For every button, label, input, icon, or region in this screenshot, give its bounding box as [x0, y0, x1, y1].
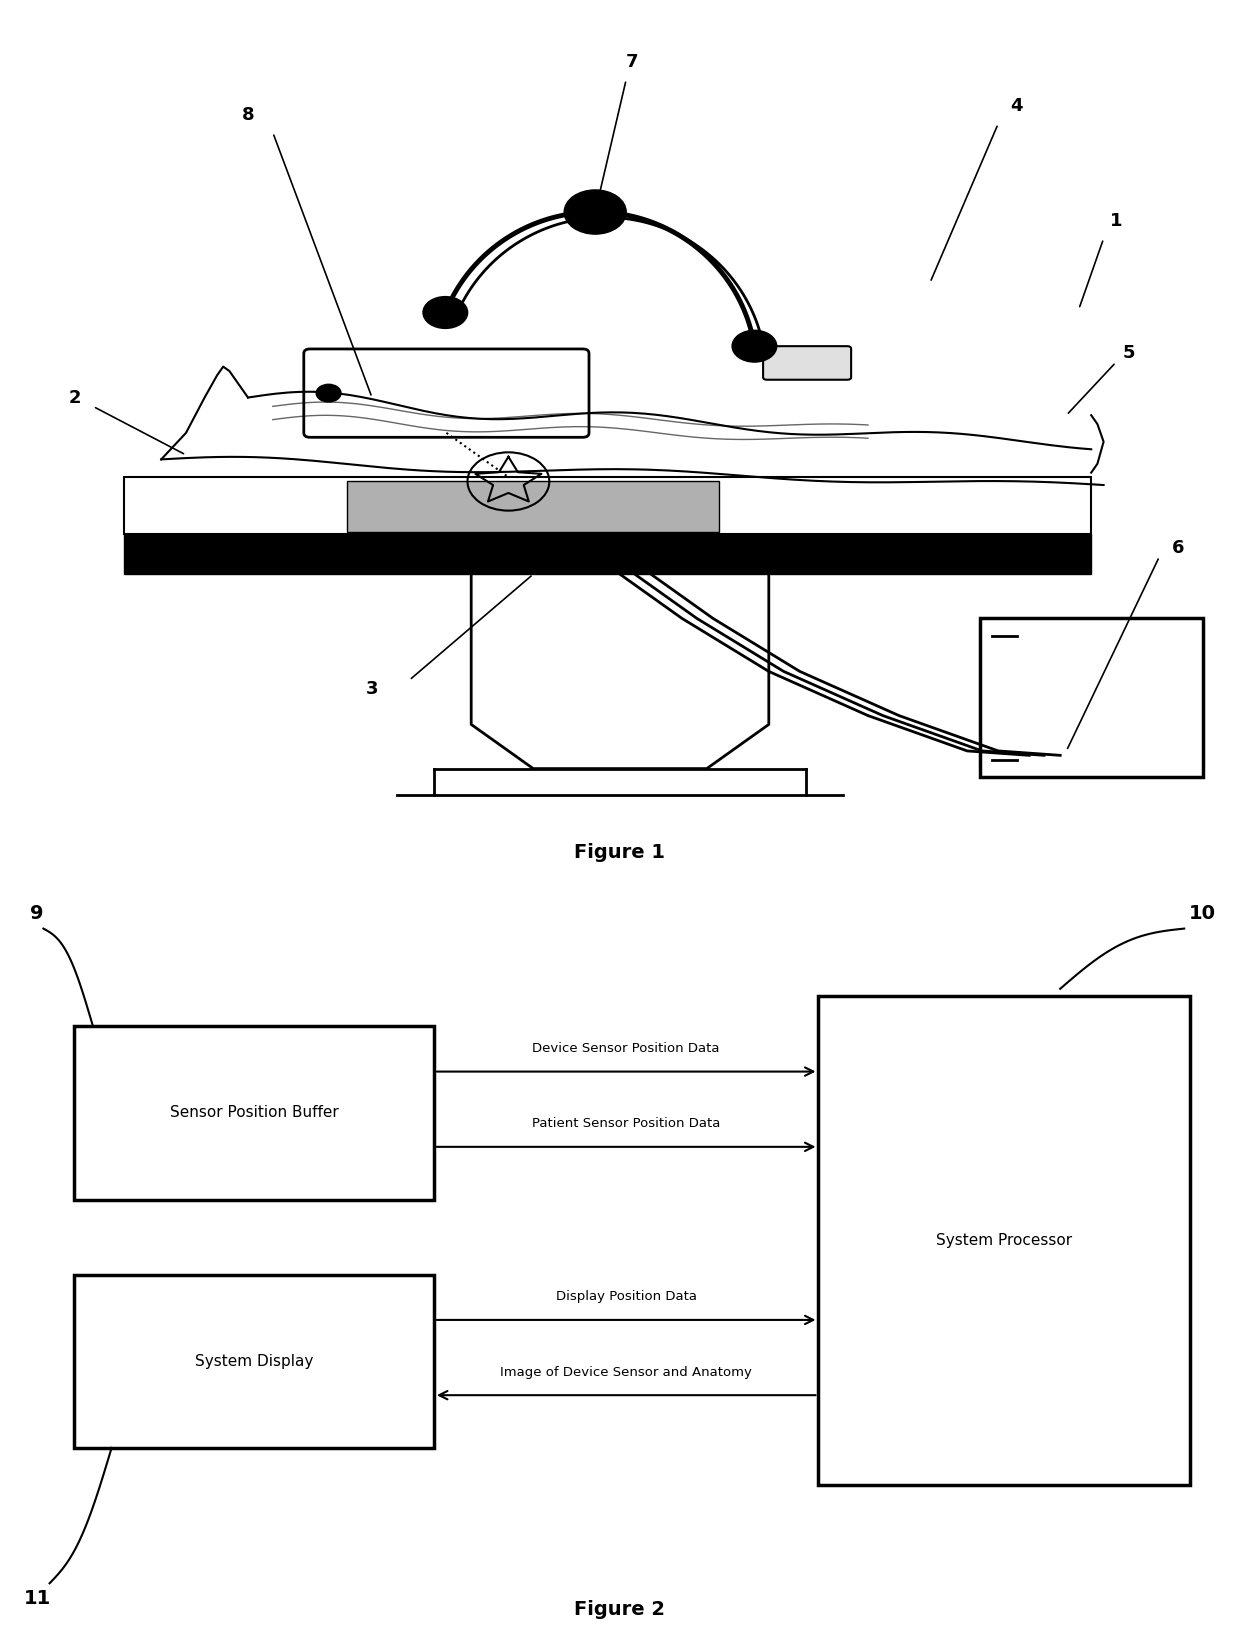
Bar [818, 996, 1190, 1485]
Bar [74, 1026, 434, 1199]
Text: 11: 11 [24, 1589, 51, 1608]
Text: Figure 1: Figure 1 [574, 843, 666, 862]
Text: Display Position Data: Display Position Data [556, 1291, 697, 1304]
Text: System Display: System Display [195, 1355, 314, 1369]
Text: Sensor Position Buffer: Sensor Position Buffer [170, 1106, 339, 1121]
Text: 4: 4 [1011, 97, 1023, 115]
Text: 1: 1 [1110, 211, 1122, 231]
Text: 6: 6 [1172, 538, 1184, 556]
Text: 3: 3 [366, 681, 378, 699]
Text: Figure 2: Figure 2 [574, 1600, 666, 1620]
Circle shape [732, 330, 776, 362]
Text: 5: 5 [1122, 344, 1135, 363]
Circle shape [564, 190, 626, 234]
Text: 8: 8 [242, 106, 254, 124]
Text: Device Sensor Position Data: Device Sensor Position Data [532, 1042, 720, 1055]
Circle shape [316, 384, 341, 402]
Text: 2: 2 [68, 388, 81, 407]
Bar [74, 1274, 434, 1448]
Text: System Processor: System Processor [936, 1234, 1073, 1248]
FancyBboxPatch shape [763, 347, 851, 380]
Bar [980, 618, 1203, 777]
Bar [347, 481, 719, 532]
FancyBboxPatch shape [304, 348, 589, 437]
Text: Image of Device Sensor and Anatomy: Image of Device Sensor and Anatomy [500, 1366, 753, 1379]
Bar [124, 478, 1091, 535]
Text: 9: 9 [31, 905, 43, 923]
Text: 10: 10 [1189, 905, 1216, 923]
Text: 7: 7 [626, 52, 639, 70]
Bar [124, 535, 1091, 574]
Text: Patient Sensor Position Data: Patient Sensor Position Data [532, 1117, 720, 1130]
Circle shape [423, 296, 467, 329]
